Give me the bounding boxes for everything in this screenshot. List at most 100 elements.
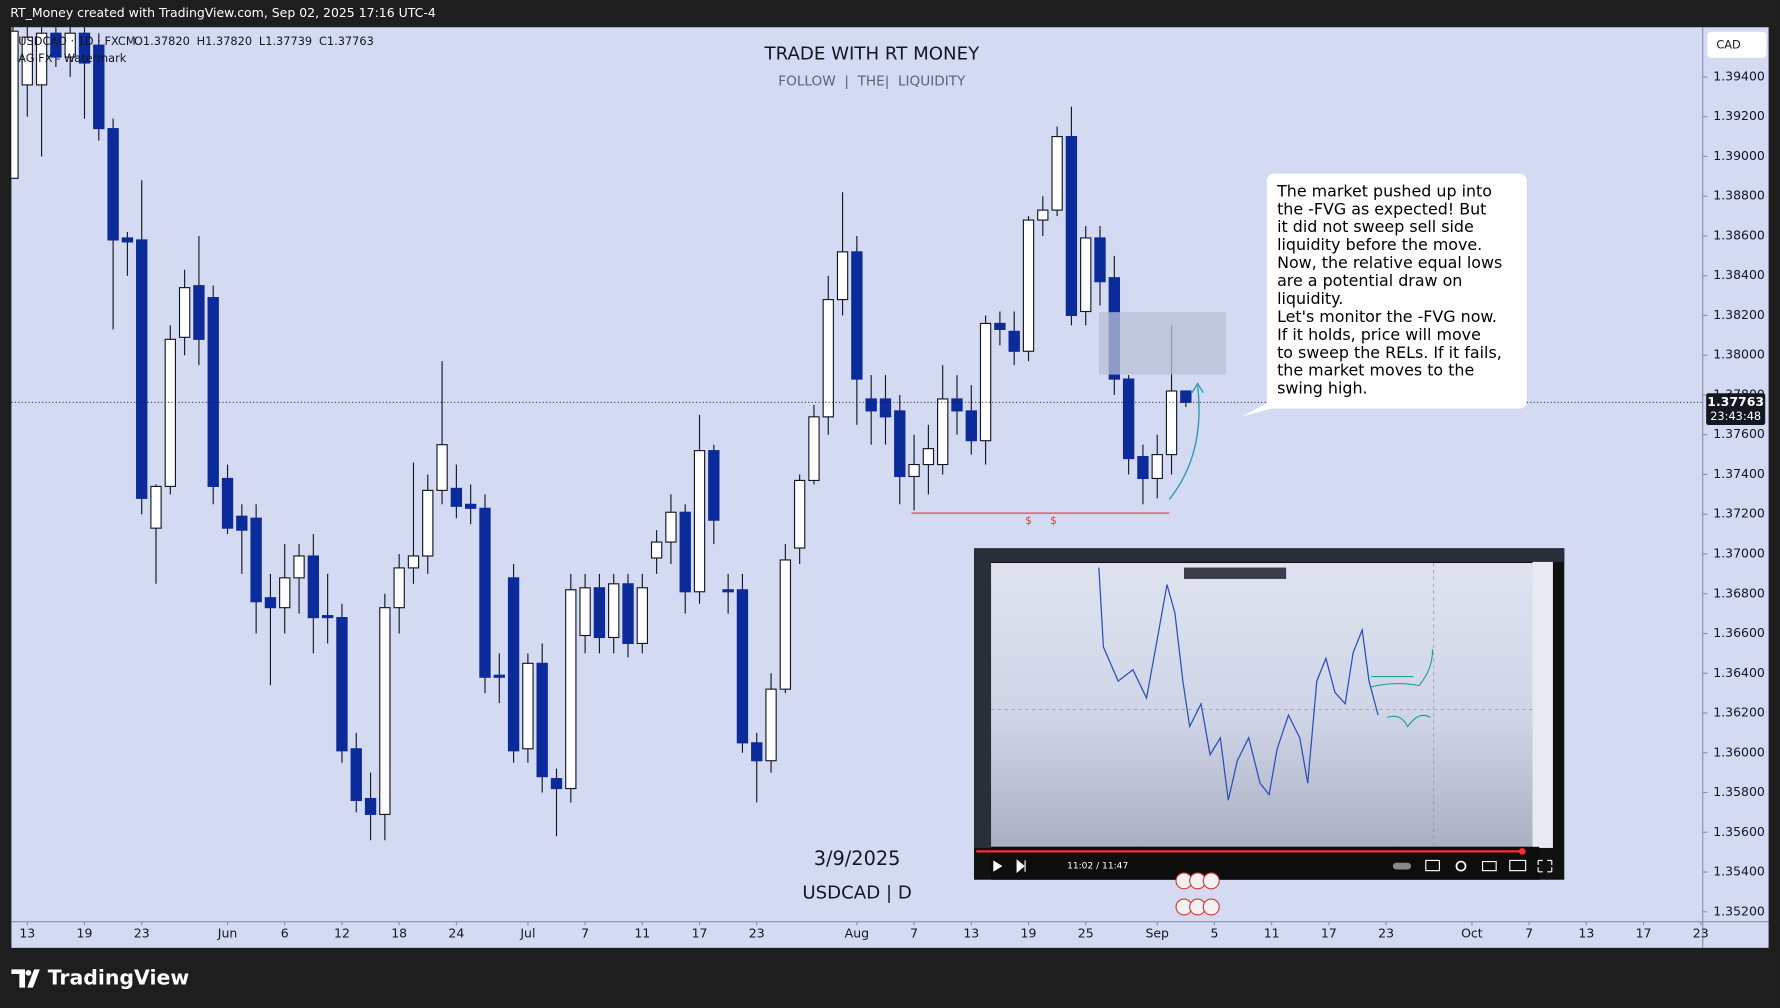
note-line: swing high. [1277, 379, 1368, 398]
candle-body [407, 555, 420, 569]
x-tick-label: 13 [19, 926, 35, 941]
x-tick-label: Jun [217, 926, 237, 941]
candle-body [894, 410, 906, 478]
candle-body [493, 674, 505, 678]
video-autoplay[interactable] [1392, 862, 1412, 870]
candle-body [822, 298, 834, 418]
candle-body [465, 503, 477, 509]
candle-body [1022, 219, 1035, 352]
video-theater[interactable] [1509, 859, 1527, 872]
video-tool-strip [1184, 567, 1287, 579]
liquidity-mark: $ [1050, 516, 1057, 527]
candle-body [736, 589, 749, 744]
video-drawing [1371, 649, 1434, 728]
candle-body [994, 322, 1006, 330]
x-tick-label: 11 [1264, 926, 1280, 941]
candle-body [1165, 390, 1178, 456]
axes: 1.35200 1.35400 1.35600 1.35800 1.36000 1.362… [19, 68, 1766, 941]
plot [11, 27, 1703, 841]
candle-body [1037, 209, 1049, 221]
candle-body [879, 398, 892, 418]
candle-body [765, 688, 777, 762]
candle-body [608, 583, 620, 639]
y-tick-label: 1.38000 [1713, 347, 1765, 362]
x-tick-label: 12 [334, 926, 350, 941]
candle-body [164, 338, 176, 487]
y-tick-label: 1.38400 [1713, 267, 1765, 282]
candle-body [722, 589, 734, 593]
y-tick-label: 1.39400 [1713, 68, 1765, 83]
candle-body [422, 489, 434, 557]
x-tick-label: 11 [634, 926, 650, 941]
footer-brand: TradingView [48, 965, 190, 989]
x-tick-label: 17 [692, 926, 708, 941]
candle-body [550, 778, 563, 790]
note-line: it did not sweep sell side [1277, 217, 1474, 236]
watermark-title: TRADE WITH RT MONEY [763, 43, 980, 64]
legend-symbol: USDCAD · 1D · FXCM [18, 34, 135, 48]
x-tick-label: 6 [281, 926, 289, 941]
video-progress-knob [1518, 847, 1526, 855]
event-flags [1175, 872, 1220, 916]
candle-body [121, 237, 134, 243]
candle-body [1122, 378, 1135, 460]
candle-body [93, 44, 105, 130]
y-tick-label: 1.39000 [1713, 148, 1765, 163]
note-line: liquidity. [1277, 289, 1343, 308]
currency-box [1707, 31, 1767, 58]
note-line: to sweep the RELs. If it fails, [1277, 343, 1502, 362]
y-tick-label: 1.37000 [1713, 545, 1765, 560]
x-tick-label: 23 [134, 926, 150, 941]
y-tick-label: 1.38800 [1713, 188, 1765, 203]
candle-body [522, 662, 534, 750]
video-cc[interactable] [1425, 859, 1440, 872]
y-tick-label: 1.36400 [1713, 665, 1765, 680]
candle-body [593, 587, 606, 639]
x-tick-label: 17 [1636, 926, 1652, 941]
video-play[interactable] [993, 860, 1003, 872]
video-fullscreen[interactable] [1537, 859, 1553, 873]
x-tick-label: 18 [391, 926, 407, 941]
video-next[interactable] [1016, 859, 1026, 873]
watermark-symbol: USDCAD | D [802, 882, 912, 903]
candle-body [321, 615, 334, 619]
y-tick-label: 1.39200 [1713, 108, 1765, 123]
candle-body [35, 32, 48, 86]
x-tick-label: 7 [1525, 926, 1533, 941]
candle-body [64, 32, 76, 58]
x-tick-label: Aug [845, 926, 869, 941]
legend-indicator: AG FX - Watermark [18, 51, 127, 65]
y-tick-label: 1.36800 [1713, 585, 1765, 600]
y-tick-label: 1.37400 [1713, 466, 1765, 481]
candle-body [851, 251, 863, 380]
y-tick-label: 1.36000 [1713, 744, 1765, 759]
x-tick-label: 19 [1021, 926, 1037, 941]
candle-body [536, 662, 548, 778]
candle-body [436, 444, 448, 491]
note-line: If it holds, price will move [1277, 325, 1481, 344]
x-tick-label: Jul [519, 926, 535, 941]
note-callout [1241, 173, 1527, 417]
note-line: are a potential draw on [1277, 271, 1462, 290]
video-settings[interactable] [1455, 860, 1467, 872]
candle-body [207, 297, 219, 487]
currency: CAD [1716, 37, 1741, 51]
video-price-line [1098, 567, 1379, 801]
candle-body [107, 128, 119, 241]
candle-body [193, 285, 205, 340]
tradingview-logo [11, 969, 40, 988]
last-price-label: 1.37763 [1707, 394, 1764, 409]
candle-body [665, 511, 677, 543]
y-tick-label: 1.38600 [1713, 227, 1765, 242]
x-tick-label: 19 [77, 926, 93, 941]
y-tick-label: 1.38200 [1713, 307, 1765, 322]
candle-body [622, 583, 634, 645]
candle-body [393, 567, 405, 609]
video-miniplayer[interactable] [1481, 861, 1497, 872]
video-sidebar [974, 561, 992, 848]
legend-ohlc-value: C1.37763 [319, 34, 374, 48]
x-tick-label: 13 [1578, 926, 1594, 941]
y-tick-label: 1.37200 [1713, 506, 1765, 521]
